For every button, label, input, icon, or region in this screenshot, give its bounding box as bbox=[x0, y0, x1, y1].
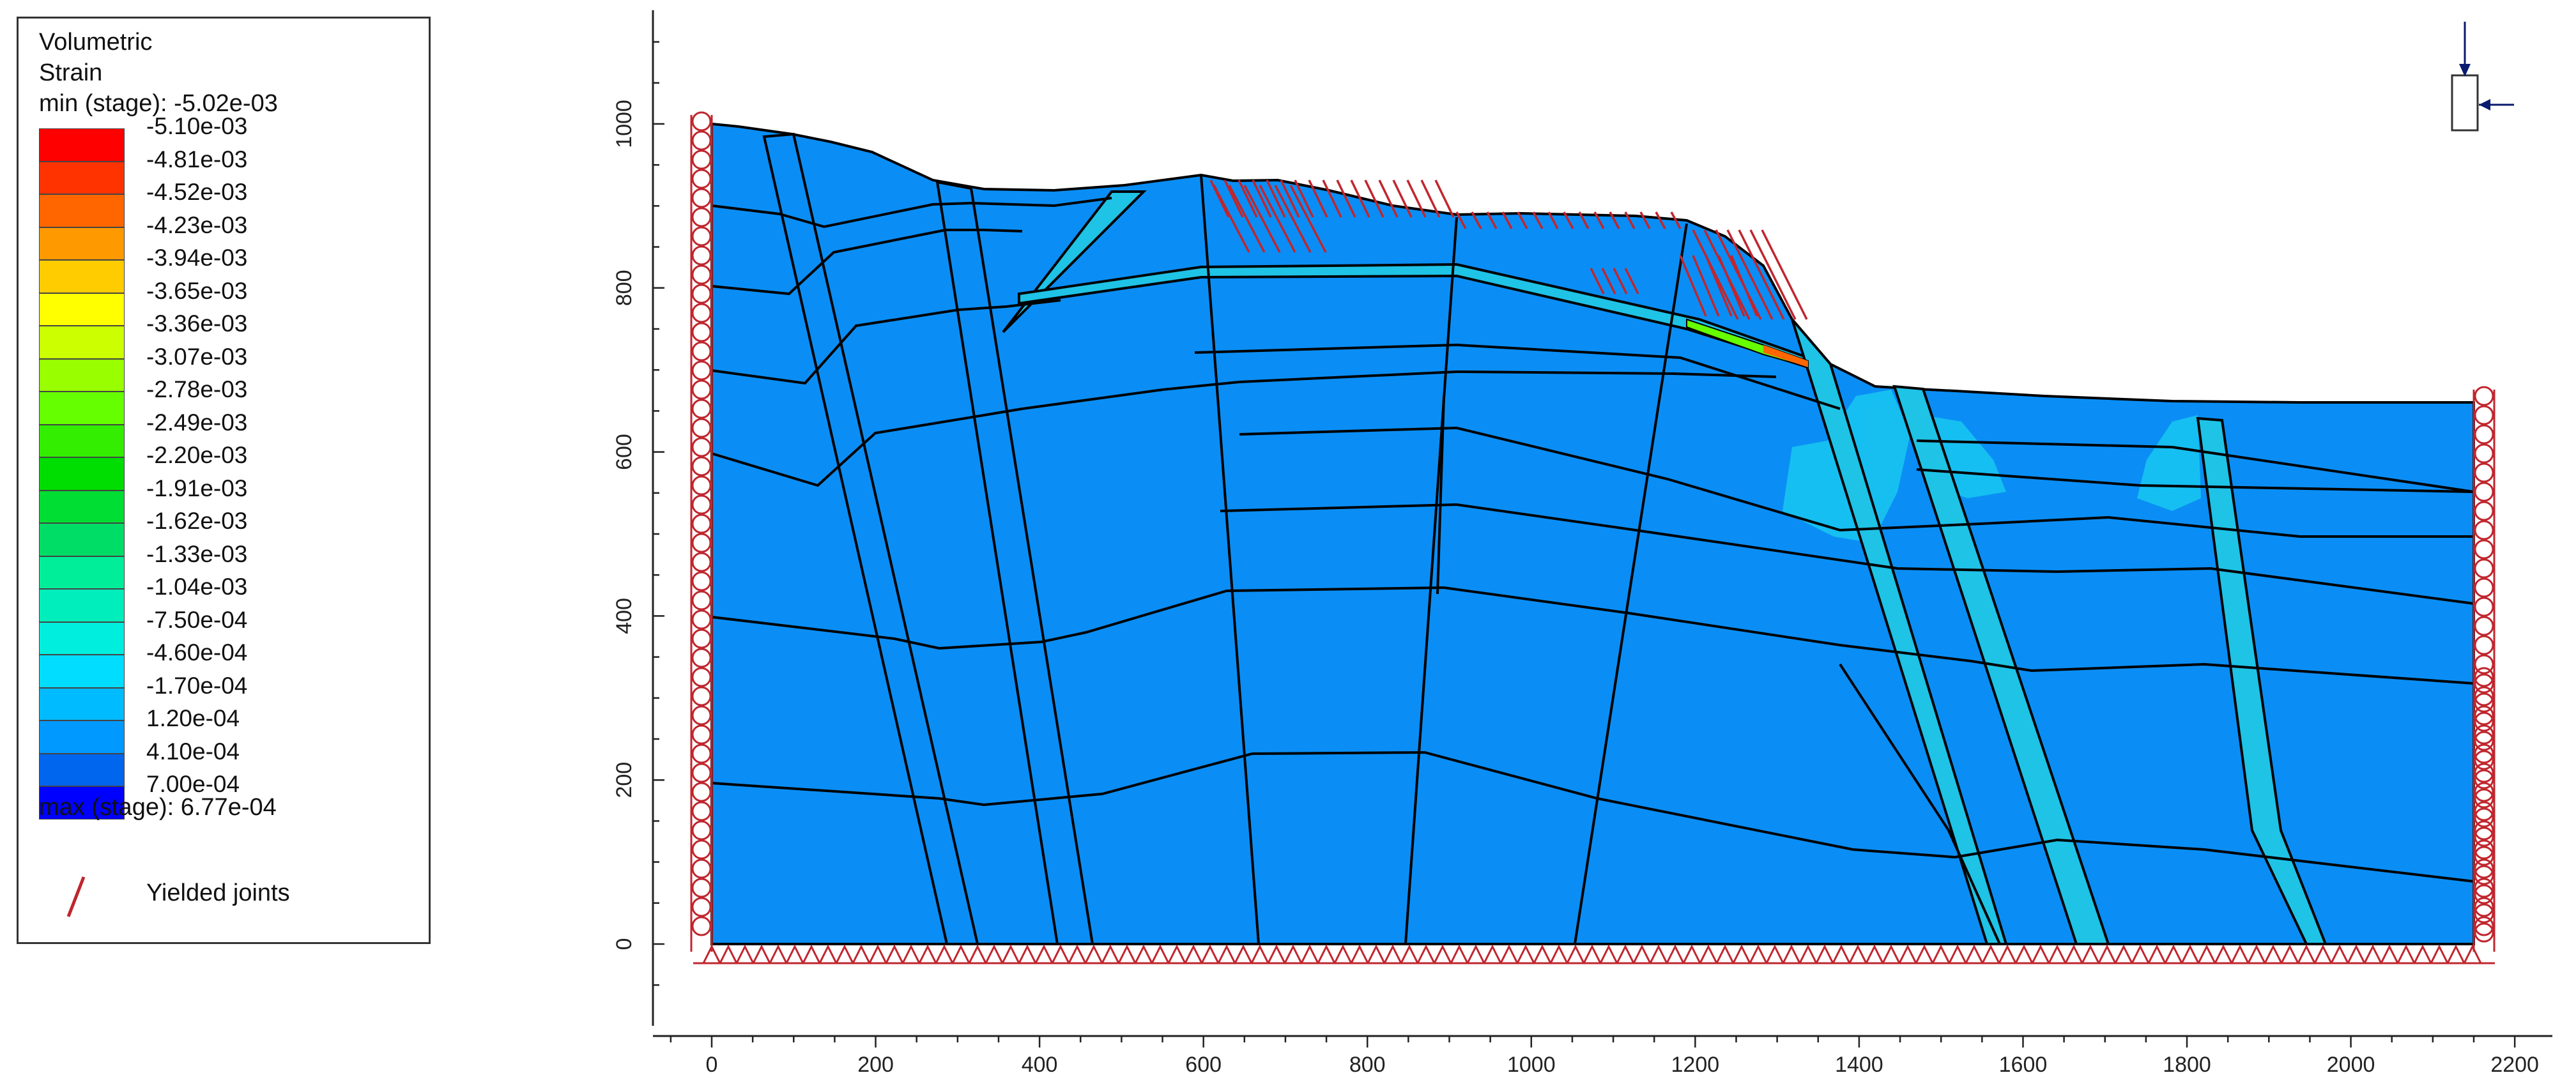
legend-level-label: -4.52e-03 bbox=[146, 179, 248, 205]
legend-swatch bbox=[39, 720, 125, 754]
legend-level-label: 1.20e-04 bbox=[146, 705, 240, 731]
legend-swatch bbox=[39, 194, 125, 227]
y-axis: 0 200 400 600 800 1000 bbox=[612, 10, 664, 1026]
legend-swatch bbox=[39, 457, 125, 491]
yielded-joint-icon bbox=[66, 876, 86, 917]
x-tick-label: 600 bbox=[1185, 1053, 1222, 1077]
x-tick-label: 1400 bbox=[1835, 1053, 1883, 1077]
y-tick-label: 1000 bbox=[612, 100, 636, 148]
y-tick-label: 200 bbox=[612, 762, 636, 798]
legend-title-line1: Volumetric bbox=[39, 29, 153, 56]
x-tick-label: 0 bbox=[706, 1053, 718, 1077]
legend-level-label: -2.20e-03 bbox=[146, 442, 248, 468]
legend-swatch bbox=[39, 621, 125, 655]
legend-swatch bbox=[39, 589, 125, 622]
joint-network bbox=[711, 175, 2474, 945]
peak-strain-strip bbox=[1763, 345, 1808, 367]
y-tick-label: 800 bbox=[612, 270, 636, 306]
legend-swatch bbox=[39, 227, 125, 260]
x-tick-label: 400 bbox=[1022, 1053, 1058, 1077]
legend-level-label: -7.50e-04 bbox=[146, 606, 248, 633]
legend-swatch bbox=[39, 687, 125, 720]
yielded-joints-hatching bbox=[1209, 179, 1808, 320]
y-tick-label: 400 bbox=[612, 598, 636, 634]
legend-min-label: min (stage): -5.02e-03 bbox=[39, 90, 278, 117]
legend-level-label: -3.94e-03 bbox=[146, 245, 248, 271]
legend-swatch bbox=[39, 523, 125, 556]
legend-level-label: -2.49e-03 bbox=[146, 409, 248, 436]
x-tick-label: 1000 bbox=[1507, 1053, 1556, 1077]
legend-swatch bbox=[39, 556, 125, 589]
legend-level-label: -4.23e-03 bbox=[146, 211, 248, 238]
legend-level-label: -1.70e-04 bbox=[146, 672, 248, 699]
x-tick-label: 2000 bbox=[2327, 1053, 2375, 1077]
x-tick-label: 1200 bbox=[1671, 1053, 1720, 1077]
legend-level-label: -1.62e-03 bbox=[146, 508, 248, 534]
legend-level-label: -3.07e-03 bbox=[146, 343, 248, 370]
x-tick-label: 800 bbox=[1349, 1053, 1386, 1077]
x-tick-label: 1600 bbox=[1999, 1053, 2048, 1077]
legend-level-label: -4.81e-03 bbox=[146, 146, 248, 172]
legend-level-label: -2.78e-03 bbox=[146, 376, 248, 402]
legend-max-label: max (stage): 6.77e-04 bbox=[39, 794, 277, 821]
legend-title-line2: Strain bbox=[39, 59, 103, 86]
y-tick-label: 600 bbox=[612, 434, 636, 470]
legend-level-label: -3.36e-03 bbox=[146, 310, 248, 337]
legend-swatch bbox=[39, 424, 125, 457]
y-tick-label: 0 bbox=[612, 938, 636, 950]
legend-level-label: 7.00e-04 bbox=[146, 771, 240, 797]
legend-level-label: 4.10e-04 bbox=[146, 738, 240, 765]
legend-swatch bbox=[39, 490, 125, 523]
legend-level-label: -1.04e-03 bbox=[146, 574, 248, 600]
legend-swatch bbox=[39, 358, 125, 392]
x-tick-label: 2200 bbox=[2490, 1053, 2539, 1077]
legend-panel: Volumetric Strain min (stage): -5.02e-03… bbox=[17, 17, 431, 944]
x-axis: 0 200 400 600 800 1000 1200 1400 1600 1800 2000 220… bbox=[653, 1035, 2552, 1077]
legend-swatch bbox=[39, 161, 125, 194]
legend-swatch bbox=[39, 753, 125, 786]
legend-level-label: -1.33e-03 bbox=[146, 540, 248, 567]
legend-swatch bbox=[39, 786, 125, 819]
legend-level-label: -5.10e-03 bbox=[146, 113, 248, 139]
left-roller-supports bbox=[690, 111, 713, 952]
legend-swatch bbox=[39, 326, 125, 359]
legend-swatch bbox=[39, 655, 125, 688]
legend-level-label: -3.65e-03 bbox=[146, 277, 248, 304]
legend-swatch bbox=[39, 293, 125, 326]
legend-swatch bbox=[39, 392, 125, 425]
x-tick-label: 200 bbox=[857, 1053, 894, 1077]
bottom-pin-supports bbox=[693, 944, 2495, 964]
x-tick-label: 1800 bbox=[2163, 1053, 2211, 1077]
legend-level-label: -1.91e-03 bbox=[146, 475, 248, 501]
legend-level-label: -4.60e-04 bbox=[146, 639, 248, 666]
right-roller-supports bbox=[2472, 386, 2496, 952]
legend-swatch bbox=[39, 128, 125, 162]
load-indicator-icon bbox=[2451, 22, 2514, 132]
legend-joints-label: Yielded joints bbox=[146, 880, 290, 906]
legend-swatch bbox=[39, 260, 125, 293]
